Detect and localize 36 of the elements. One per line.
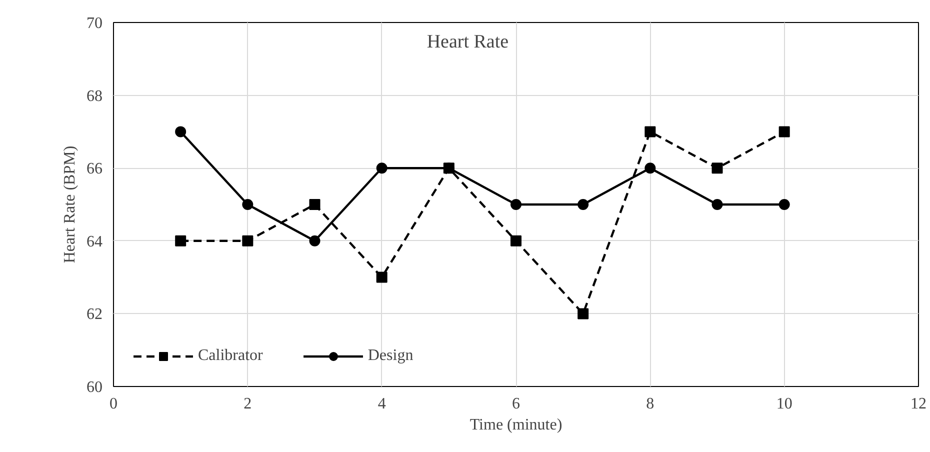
x-tick-label: 10 [776,396,792,412]
x-tick-label: 8 [646,396,654,412]
x-tick-label: 0 [110,396,118,412]
point [376,272,388,283]
y-tick-label: 60 [86,379,102,396]
legend-label: Design [368,347,414,365]
x-tick-label: 4 [378,396,386,412]
y-tick-label: 66 [86,160,102,178]
point [175,126,186,138]
y-axis-title: Heart Rate (BPM) [62,146,78,264]
point [242,235,254,246]
point [578,308,589,320]
y-tick-label: 70 [86,15,102,32]
point [778,126,790,138]
point [510,199,522,210]
point [242,199,254,210]
point [644,126,656,138]
point [712,162,723,174]
point [510,235,522,246]
point [309,235,320,246]
legend-label: Calibrator [198,347,263,365]
point [309,199,320,210]
point [175,235,186,246]
x-tick-label: 2 [244,396,252,412]
chart-title: Heart Rate [426,32,509,52]
point [712,199,723,210]
point [578,199,589,210]
x-tick-label: 6 [512,396,520,412]
point [376,162,388,174]
y-tick-label: 64 [86,233,102,250]
x-axis-title: Time (minute) [470,416,562,434]
y-tick-label: 68 [86,88,102,105]
x-tick-label: 12 [910,396,926,412]
point [778,199,790,210]
y-tick-label: 62 [86,306,102,324]
point [644,162,656,174]
